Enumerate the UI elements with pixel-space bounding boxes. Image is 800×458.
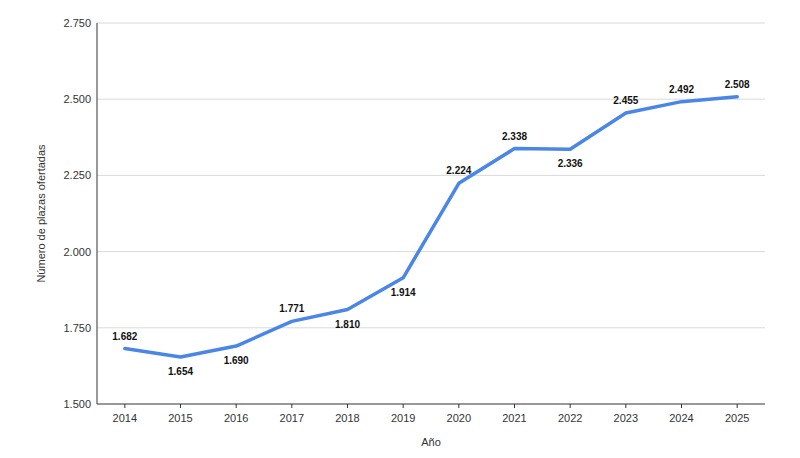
x-tick-label: 2021 xyxy=(502,412,526,424)
data-label: 1.690 xyxy=(224,355,249,366)
x-tick-label: 2014 xyxy=(113,412,137,424)
x-tick-label: 2025 xyxy=(725,412,749,424)
grid-line xyxy=(97,99,765,100)
y-tick-label: 2.000 xyxy=(63,246,91,258)
data-label: 1.654 xyxy=(168,366,193,377)
x-tick xyxy=(236,404,237,408)
data-label: 2.338 xyxy=(502,131,527,142)
x-tick xyxy=(291,404,292,408)
y-tick-label: 2.750 xyxy=(63,17,91,29)
data-label: 2.224 xyxy=(446,165,471,176)
y-tick-label: 1.500 xyxy=(63,398,91,410)
x-tick-label: 2019 xyxy=(391,412,415,424)
y-axis-title: Número de plazas ofertadas xyxy=(35,144,47,283)
grid-line xyxy=(97,404,765,405)
x-tick-label: 2018 xyxy=(335,412,359,424)
x-tick xyxy=(180,404,181,408)
data-label: 2.455 xyxy=(613,95,638,106)
x-tick-label: 2020 xyxy=(447,412,471,424)
grid-line xyxy=(97,327,765,328)
x-tick-label: 2023 xyxy=(614,412,638,424)
grid-line xyxy=(97,251,765,252)
chart-svg: 1.500 1.750 2.000 2.250 2.500 2.750 2014 2015 20… xyxy=(0,0,800,458)
grid-line xyxy=(97,23,765,24)
data-line xyxy=(125,97,737,357)
x-axis-title: Año xyxy=(421,436,441,448)
x-tick xyxy=(458,404,459,408)
data-label: 1.810 xyxy=(335,319,360,330)
x-tick xyxy=(514,404,515,408)
y-tick-label: 1.750 xyxy=(63,322,91,334)
data-label: 1.682 xyxy=(112,331,137,342)
y-axis-line xyxy=(97,23,98,404)
chart-container: 1.500 1.750 2.000 2.250 2.500 2.750 2014 2015 20… xyxy=(0,0,800,458)
y-tick-label: 2.250 xyxy=(63,169,91,181)
x-tick-label: 2022 xyxy=(558,412,582,424)
x-tick xyxy=(737,404,738,408)
data-label: 1.771 xyxy=(279,303,304,314)
x-tick xyxy=(570,404,571,408)
data-label: 1.914 xyxy=(391,287,416,298)
series-group xyxy=(125,97,737,357)
data-label: 2.492 xyxy=(669,84,694,95)
x-tick xyxy=(347,404,348,408)
grid-line xyxy=(97,175,765,176)
y-tick-label: 2.500 xyxy=(63,93,91,105)
x-tick-label: 2017 xyxy=(280,412,304,424)
x-tick xyxy=(403,404,404,408)
x-tick xyxy=(625,404,626,408)
data-label: 2.508 xyxy=(725,79,750,90)
x-tick-label: 2015 xyxy=(168,412,192,424)
x-tick xyxy=(124,404,125,408)
x-tick xyxy=(681,404,682,408)
x-tick-label: 2024 xyxy=(669,412,693,424)
data-label: 2.336 xyxy=(558,158,583,169)
x-tick-label: 2016 xyxy=(224,412,248,424)
